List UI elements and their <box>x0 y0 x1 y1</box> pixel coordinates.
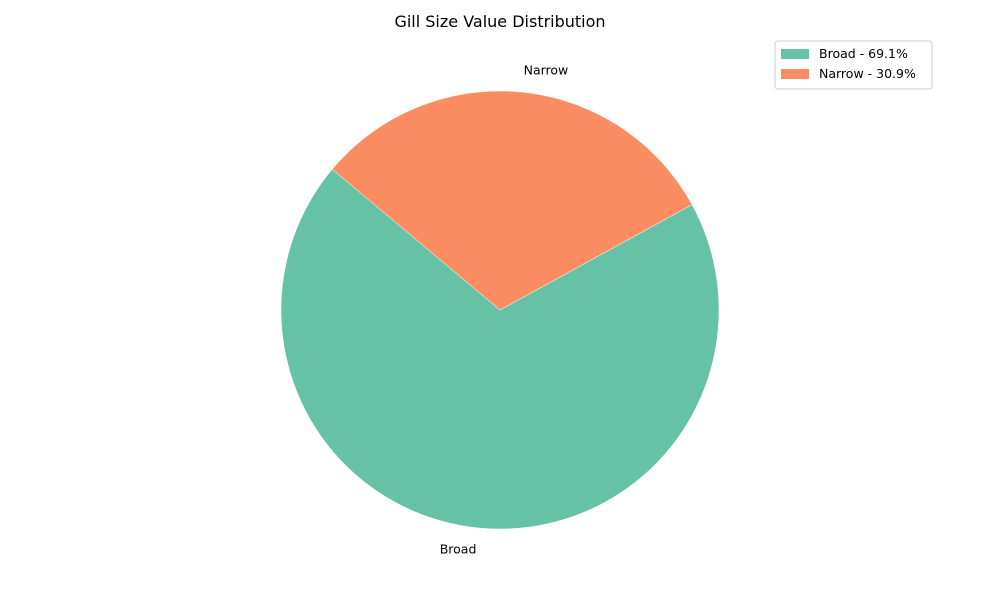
pie-slice-labels: Broad Narrow <box>440 62 569 556</box>
legend-swatch-narrow <box>781 69 809 79</box>
legend-label-broad: Broad - 69.1% <box>819 46 908 61</box>
legend-swatch-broad <box>781 49 809 59</box>
legend-label-narrow: Narrow - 30.9% <box>819 66 916 81</box>
legend: Broad - 69.1% Narrow - 30.9% <box>774 40 933 90</box>
slice-label-narrow: Narrow <box>524 62 569 77</box>
slice-label-broad: Broad <box>440 542 477 557</box>
pie-slices <box>280 90 720 530</box>
pie-slice-broad <box>280 168 720 530</box>
legend-items: Broad - 69.1% Narrow - 30.9% <box>781 46 916 81</box>
pie-slice-narrow <box>331 90 693 311</box>
legend-frame <box>774 40 933 90</box>
chart-title: Gill Size Value Distribution <box>394 12 605 31</box>
